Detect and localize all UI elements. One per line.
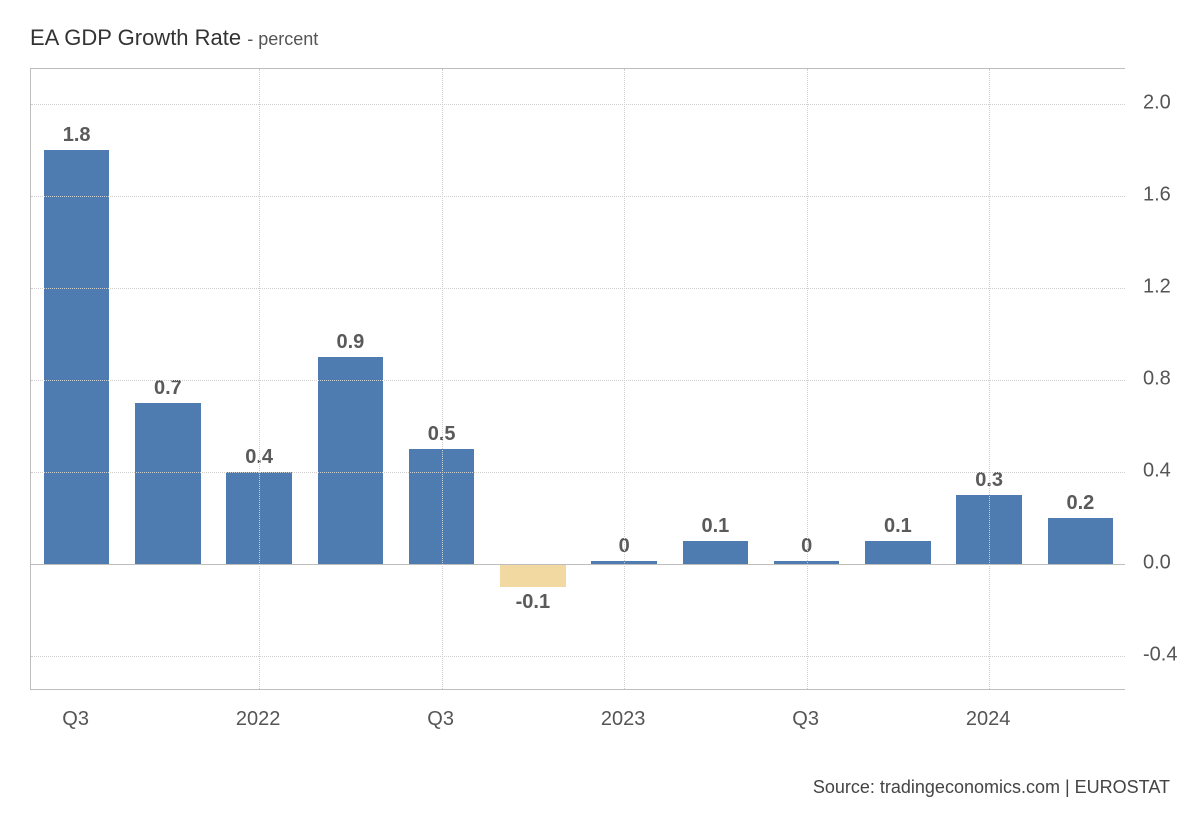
y-tick-label: 2.0 [1143, 91, 1171, 114]
grid-line-v [624, 69, 625, 689]
x-tick-label: Q3 [427, 708, 454, 731]
y-tick-label: 0.0 [1143, 552, 1171, 575]
bar-label: 1.8 [63, 124, 91, 147]
grid-line-v [442, 69, 443, 689]
y-tick-label: -0.4 [1143, 644, 1177, 667]
grid-line-h [31, 380, 1125, 381]
grid-line-v [989, 69, 990, 689]
grid-line-h [31, 288, 1125, 289]
bar-label: 0.2 [1066, 492, 1094, 515]
bar [683, 541, 749, 564]
x-tick-label: Q3 [62, 708, 89, 731]
plot-area: 1.80.70.40.90.5-0.100.100.10.30.2 [30, 68, 1125, 690]
bar [135, 403, 201, 564]
title-sub: - percent [247, 29, 318, 49]
title-main: EA GDP Growth Rate [30, 25, 241, 50]
zero-line [31, 564, 1125, 565]
bars-layer: 1.80.70.40.90.5-0.100.100.10.30.2 [31, 69, 1125, 689]
bar-label: 0.9 [336, 331, 364, 354]
y-tick-label: 1.2 [1143, 275, 1171, 298]
x-tick-label: Q3 [792, 708, 819, 731]
x-tick-label: 2024 [966, 708, 1011, 731]
bar-label: 0.1 [701, 515, 729, 538]
y-tick-label: 0.4 [1143, 460, 1171, 483]
grid-line-v [259, 69, 260, 689]
bar-label: 0.1 [884, 515, 912, 538]
y-tick-label: 1.6 [1143, 183, 1171, 206]
x-tick-label: 2023 [601, 708, 646, 731]
bar [865, 541, 931, 564]
x-tick-label: 2022 [236, 708, 281, 731]
y-axis: -0.4 0.0 0.4 0.8 1.2 1.6 2.0 [1125, 68, 1200, 690]
grid-line-h [31, 472, 1125, 473]
bar [1048, 518, 1114, 564]
chart-title: EA GDP Growth Rate - percent [30, 25, 318, 51]
grid-line-h [31, 196, 1125, 197]
y-tick-label: 0.8 [1143, 368, 1171, 391]
bar [44, 150, 110, 565]
bar [500, 564, 566, 587]
bar [318, 357, 384, 564]
grid-line-h [31, 656, 1125, 657]
bar-label: -0.1 [516, 591, 550, 614]
source-text: Source: tradingeconomics.com | EUROSTAT [813, 777, 1170, 798]
grid-line-h [31, 104, 1125, 105]
chart-container: EA GDP Growth Rate - percent 1.80.70.40.… [0, 0, 1200, 820]
x-axis: Q3 2022 Q3 2023 Q3 2024 [30, 690, 1125, 740]
grid-line-v [807, 69, 808, 689]
